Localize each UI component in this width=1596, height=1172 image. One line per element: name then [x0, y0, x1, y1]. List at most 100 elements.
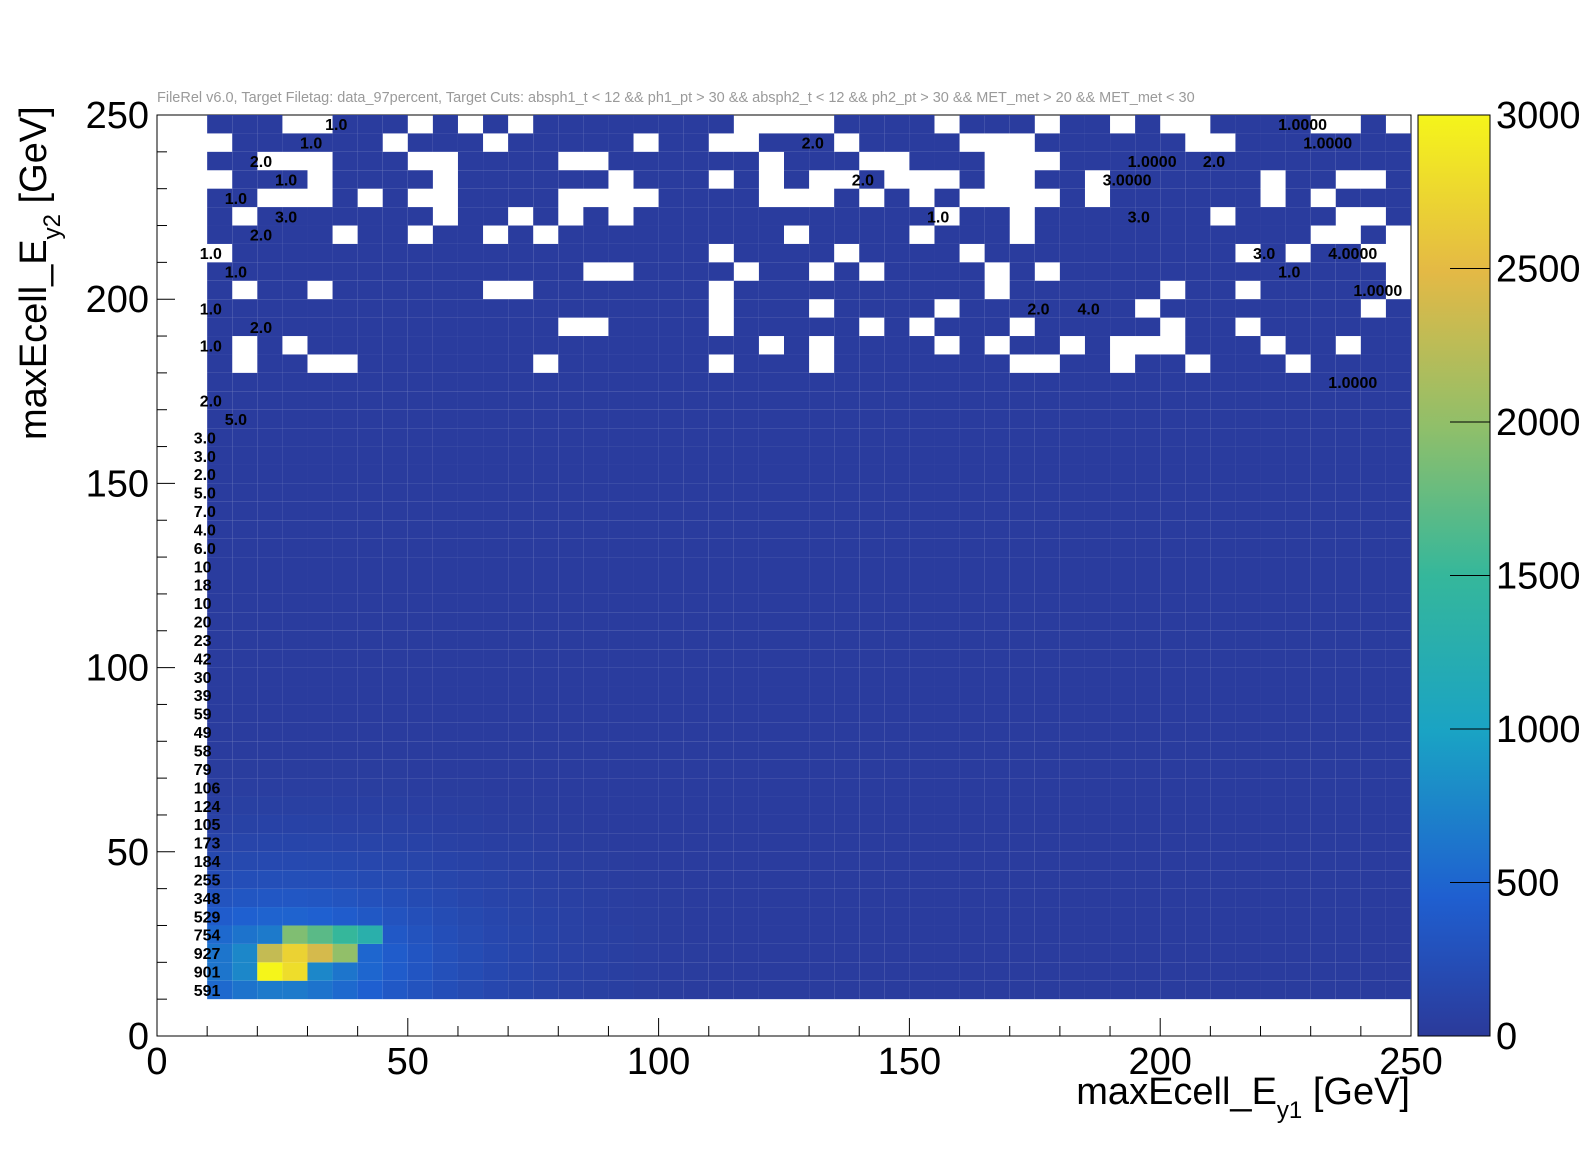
heatmap-cell	[1135, 557, 1161, 576]
heatmap-cell	[382, 280, 408, 300]
heatmap-cell	[1135, 243, 1161, 263]
heatmap-cell	[508, 833, 534, 852]
heatmap-cell	[633, 667, 659, 687]
heatmap-cell	[232, 501, 258, 521]
heatmap-cell	[1260, 649, 1286, 668]
heatmap-cell	[1034, 299, 1060, 318]
heatmap-cell	[1210, 299, 1236, 318]
heatmap-cell	[984, 980, 1010, 1000]
heatmap-cell	[1185, 870, 1211, 889]
heatmap-cell	[733, 280, 759, 300]
heatmap-cell	[207, 299, 233, 318]
heatmap-cell	[1084, 667, 1111, 687]
heatmap-cell	[457, 317, 484, 337]
y-tick-label: 50	[107, 832, 149, 874]
heatmap-cell	[282, 612, 308, 631]
heatmap-cell	[583, 630, 609, 650]
heatmap-cell	[809, 464, 835, 484]
y-axis-title: maxEcell_Ey2 [GeV]	[13, 106, 66, 440]
heatmap-cell	[934, 557, 960, 576]
heatmap-cell	[1385, 667, 1411, 687]
heatmap-cell	[1360, 593, 1386, 613]
heatmap-cell	[633, 851, 659, 871]
heatmap-cell	[357, 814, 383, 834]
heatmap-cell	[508, 133, 534, 152]
heatmap-cell	[483, 354, 509, 373]
heatmap-cell	[282, 741, 308, 760]
heatmap-cell	[859, 299, 885, 318]
heatmap-cell	[207, 391, 233, 410]
heatmap-cell	[683, 722, 709, 742]
heatmap-cell	[1235, 851, 1261, 871]
heatmap-cell	[558, 354, 584, 373]
heatmap-cell	[232, 520, 258, 539]
heatmap-cell	[382, 243, 408, 263]
heatmap-cell	[733, 372, 759, 392]
heatmap-cell	[1009, 796, 1035, 815]
heatmap-cell	[382, 501, 408, 521]
heatmap-cell	[407, 851, 433, 871]
heatmap-cell	[583, 372, 609, 392]
heatmap-cell	[583, 225, 609, 244]
heatmap-cell	[834, 409, 860, 429]
row-value-label: 49	[194, 725, 212, 742]
heatmap-cell	[1310, 833, 1336, 852]
heatmap-cell	[307, 833, 333, 852]
heatmap-cell	[432, 722, 458, 742]
heatmap-cell	[959, 778, 985, 797]
heatmap-cell	[959, 446, 985, 465]
heatmap-cell	[984, 907, 1010, 926]
heatmap-cell	[1360, 115, 1386, 134]
heatmap-cell	[633, 354, 659, 373]
heatmap-cell	[1335, 649, 1361, 668]
heatmap-cell	[834, 833, 860, 852]
heatmap-cell	[1059, 704, 1085, 723]
heatmap-cell	[934, 704, 960, 723]
heatmap-cell	[733, 962, 759, 981]
heatmap-cell	[1285, 133, 1311, 152]
heatmap-cell	[1285, 280, 1311, 300]
heatmap-cell	[558, 501, 584, 521]
heatmap-cell	[884, 501, 910, 521]
heatmap-cell	[1260, 575, 1286, 594]
heatmap-cell	[1260, 870, 1286, 889]
heatmap-cell	[533, 722, 559, 742]
heatmap-cell	[884, 612, 910, 631]
heatmap-cell	[1160, 151, 1186, 171]
cell-value-label: 1.0000	[1328, 375, 1377, 392]
heatmap-cell	[232, 814, 258, 834]
heatmap-cell	[658, 280, 684, 300]
heatmap-cell	[784, 851, 810, 871]
heatmap-cell	[382, 870, 408, 889]
heatmap-cell	[1335, 428, 1361, 447]
heatmap-cell	[1360, 501, 1386, 521]
heatmap-cell	[1084, 741, 1111, 760]
heatmap-cell	[834, 851, 860, 871]
heatmap-cell	[357, 870, 383, 889]
heatmap-cell	[1385, 870, 1411, 889]
heatmap-cell	[583, 115, 609, 134]
heatmap-cell	[1185, 170, 1211, 189]
heatmap-cell	[959, 575, 985, 594]
heatmap-cell	[658, 851, 684, 871]
y-tick-label: 0	[128, 1016, 149, 1058]
heatmap-cell	[658, 483, 684, 502]
heatmap-cell	[859, 686, 885, 705]
heatmap-cell	[1034, 612, 1060, 631]
heatmap-cell	[809, 538, 835, 558]
heatmap-cell	[332, 483, 358, 502]
heatmap-cell	[859, 133, 885, 152]
heatmap-cell	[533, 667, 559, 687]
heatmap-cell	[758, 943, 784, 963]
heatmap-cell	[1135, 722, 1161, 742]
heatmap-cell	[1185, 814, 1211, 834]
heatmap-cell	[282, 446, 308, 465]
heatmap-cell	[1260, 814, 1286, 834]
heatmap-cell	[508, 907, 534, 926]
heatmap-cell	[1135, 612, 1161, 631]
heatmap-cell	[1009, 520, 1035, 539]
heatmap-cell	[1210, 612, 1236, 631]
heatmap-cell	[332, 170, 358, 189]
heatmap-cell	[1260, 980, 1286, 1000]
